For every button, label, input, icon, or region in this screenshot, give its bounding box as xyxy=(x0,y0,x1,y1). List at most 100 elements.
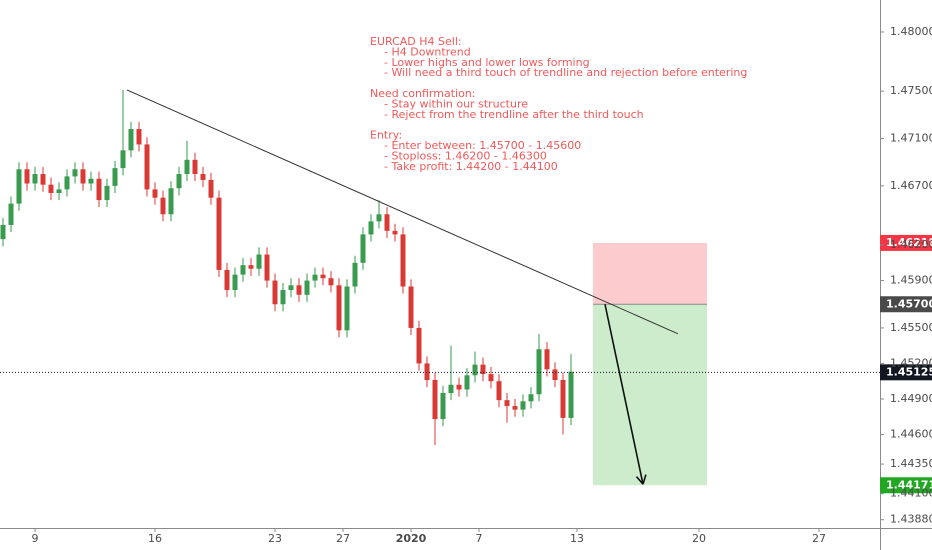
note-item: - Stoploss: 1.46200 - 1.46300 xyxy=(384,149,547,162)
candle-body xyxy=(352,262,358,287)
y-tick-label: 1.45500 xyxy=(890,321,932,334)
candle-body xyxy=(168,188,174,215)
candle-body xyxy=(376,214,382,222)
x-tick-label: 20 xyxy=(692,532,706,545)
candle-body xyxy=(288,285,294,291)
candle-body xyxy=(480,364,486,375)
candle-body xyxy=(448,384,454,394)
candle-body xyxy=(96,178,102,201)
candle-body xyxy=(256,254,262,269)
y-tick-label: 1.44600 xyxy=(890,427,932,440)
y-tick-label: 1.46700 xyxy=(890,179,932,192)
candle-body xyxy=(272,280,278,305)
candle-body xyxy=(112,168,118,186)
price-label: 1.45700 xyxy=(886,297,932,310)
y-tick-label: 1.43880 xyxy=(890,513,932,526)
note-item: - Will need a third touch of trendline a… xyxy=(384,66,747,79)
price-label-box xyxy=(880,234,932,251)
candle-body xyxy=(104,185,110,201)
candle-body xyxy=(440,393,446,420)
plot-area xyxy=(0,89,707,486)
candle-body xyxy=(568,371,574,418)
candle-body xyxy=(304,280,310,295)
candle-body xyxy=(264,254,270,281)
price-label: 1.46218 xyxy=(886,236,932,249)
price-label: 1.45125 xyxy=(886,365,932,378)
candle-body xyxy=(72,169,78,177)
candle-body xyxy=(392,230,398,235)
candle-body xyxy=(0,224,6,240)
y-tick-label: 1.47100 xyxy=(890,132,932,145)
candle-body xyxy=(32,174,38,184)
candle-body xyxy=(152,189,158,198)
candle-body xyxy=(144,144,150,190)
candle-body xyxy=(528,394,534,402)
candle-body xyxy=(504,400,510,407)
y-tick-label: 1.45900 xyxy=(890,274,932,287)
price-label-box xyxy=(880,364,932,381)
note-item: - Enter between: 1.45700 - 1.45600 xyxy=(384,139,581,152)
candle-body xyxy=(16,169,22,204)
candle-body xyxy=(160,197,166,215)
candle-body xyxy=(488,374,494,382)
candle-body xyxy=(520,401,526,410)
candle-body xyxy=(320,274,326,279)
trendline xyxy=(126,89,679,335)
candle-body xyxy=(552,369,558,381)
candle-body xyxy=(456,384,462,390)
x-tick-label: 9 xyxy=(32,532,39,545)
note-item: - Reject from the trendline after the th… xyxy=(384,108,644,121)
x-tick-label: 2020 xyxy=(396,532,427,545)
candle-body xyxy=(560,380,566,418)
stop-zone xyxy=(593,242,707,305)
note-heading: Need confirmation: xyxy=(370,87,475,100)
y-tick-label: 1.44900 xyxy=(890,392,932,405)
note-item: - H4 Downtrend xyxy=(384,45,471,58)
candle-body xyxy=(512,406,518,410)
candle-body xyxy=(432,380,438,420)
candle-body xyxy=(384,214,390,231)
candle-body xyxy=(8,203,14,225)
candle-body xyxy=(416,327,422,364)
candle-body xyxy=(296,285,302,295)
note-item: - Lower highs and lower lows forming xyxy=(384,56,590,69)
candle-body xyxy=(120,150,126,169)
y-tick-label: 1.48000 xyxy=(890,25,932,38)
candle-body xyxy=(208,179,214,198)
note-item: - Stay within our structure xyxy=(384,97,528,110)
candle-body xyxy=(312,274,318,281)
arrow-shaft xyxy=(604,304,644,485)
candle-body xyxy=(216,197,222,270)
candle-body xyxy=(48,184,54,193)
candle-body xyxy=(136,129,142,145)
candle-body xyxy=(240,265,246,275)
candle-body xyxy=(408,286,414,328)
candle-body xyxy=(472,364,478,376)
x-tick-label: 27 xyxy=(812,532,826,545)
note-heading: EURCAD H4 Sell: xyxy=(370,35,462,48)
candle-body xyxy=(224,269,230,291)
candle-body xyxy=(80,169,86,184)
candle-body xyxy=(544,349,550,370)
candle-body xyxy=(248,265,254,269)
candle-body xyxy=(64,176,70,190)
price-label-box xyxy=(880,477,932,494)
candle-body xyxy=(176,174,182,189)
y-tick-label: 1.44100 xyxy=(890,487,932,500)
candle-body xyxy=(360,234,366,263)
y-tick-label: 1.44350 xyxy=(890,457,932,470)
candle-body xyxy=(184,159,190,175)
x-tick-label: 13 xyxy=(570,532,584,545)
candle-body xyxy=(280,290,286,305)
candle-body xyxy=(88,178,94,184)
arrow-head xyxy=(635,476,644,485)
candle-body xyxy=(56,189,62,193)
candle-body xyxy=(336,285,342,331)
candle-body xyxy=(536,349,542,395)
candle-body xyxy=(232,274,238,291)
candle-body xyxy=(192,159,198,175)
candle-body xyxy=(400,234,406,287)
candle-body xyxy=(328,278,334,286)
